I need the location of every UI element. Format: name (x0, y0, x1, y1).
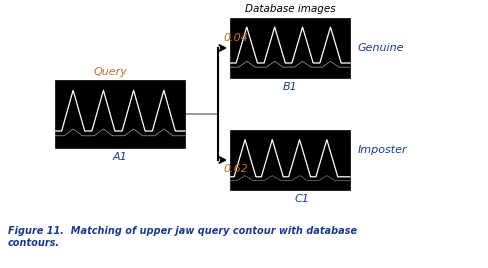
Text: Genuine: Genuine (357, 43, 404, 53)
Bar (229, 18, 349, 78)
Text: Figure 11.  Matching of upper jaw query contour with database
contours.: Figure 11. Matching of upper jaw query c… (8, 226, 356, 248)
Bar (55, 80, 184, 148)
Text: B1: B1 (282, 82, 297, 92)
Bar (229, 130, 349, 190)
Bar (55, 80, 184, 148)
Bar (229, 18, 349, 78)
Text: Database images: Database images (244, 4, 335, 14)
Text: Query: Query (93, 67, 127, 77)
Text: 0.62: 0.62 (223, 164, 247, 174)
Bar (229, 130, 349, 190)
Text: Imposter: Imposter (357, 145, 407, 155)
Text: A1: A1 (112, 152, 127, 162)
Text: 0.04: 0.04 (223, 33, 247, 43)
Text: C1: C1 (294, 194, 309, 204)
